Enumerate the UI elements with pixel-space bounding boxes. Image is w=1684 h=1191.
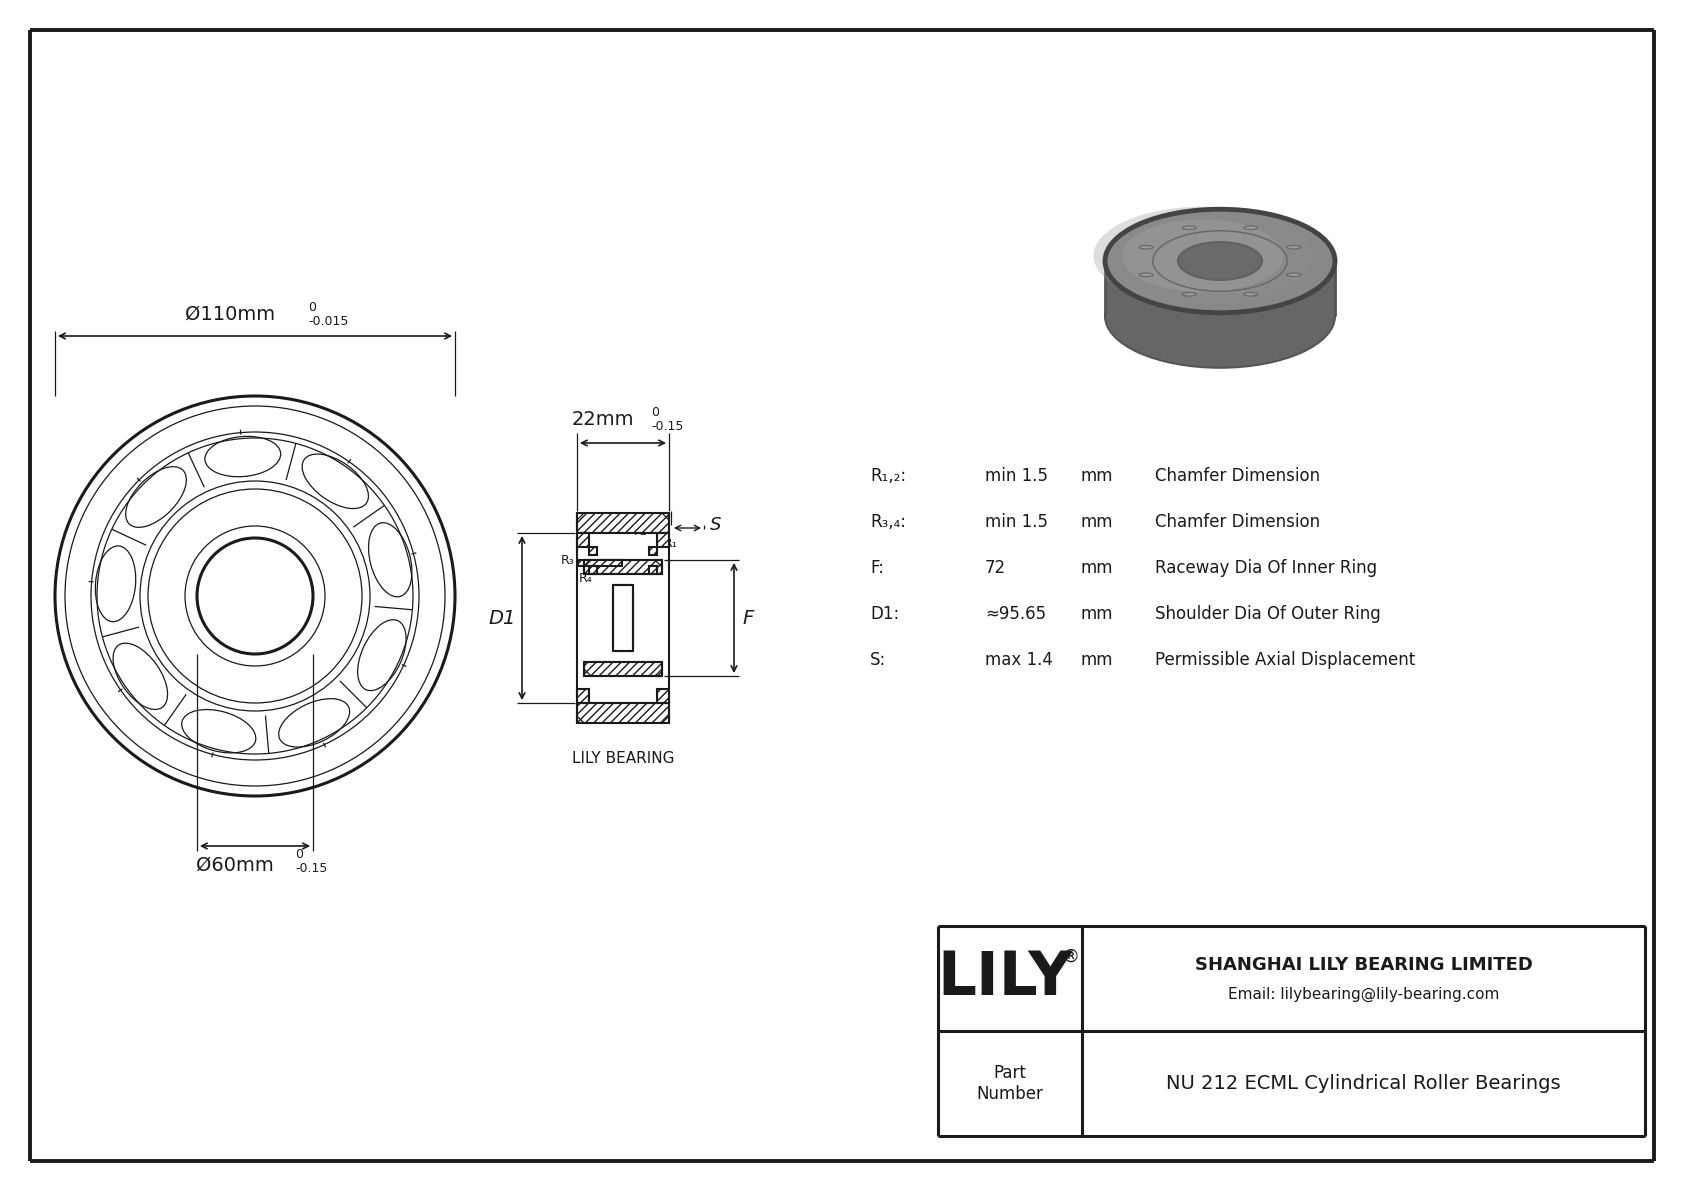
Ellipse shape (1182, 226, 1196, 230)
Text: R₁: R₁ (663, 537, 677, 550)
Text: Email: lilybearing@lily-bearing.com: Email: lilybearing@lily-bearing.com (1228, 987, 1499, 1002)
Bar (578, 513, 669, 534)
Bar (578, 690, 589, 703)
Text: Ø60mm: Ø60mm (195, 856, 274, 875)
Ellipse shape (1287, 245, 1302, 249)
Text: F: F (743, 609, 753, 628)
Ellipse shape (1105, 210, 1335, 313)
Text: ≈95.65: ≈95.65 (985, 605, 1046, 623)
Bar (657, 690, 669, 703)
Ellipse shape (1122, 219, 1283, 292)
Bar (578, 560, 621, 566)
Text: R₂: R₂ (635, 525, 648, 538)
Text: min 1.5: min 1.5 (985, 467, 1047, 485)
Ellipse shape (1243, 293, 1258, 297)
Text: Raceway Dia Of Inner Ring: Raceway Dia Of Inner Ring (1155, 559, 1378, 576)
Ellipse shape (1138, 273, 1154, 276)
Bar (648, 547, 657, 555)
Bar (613, 585, 633, 651)
Text: -0.015: -0.015 (308, 314, 349, 328)
Text: mm: mm (1079, 605, 1113, 623)
Text: D1:: D1: (871, 605, 899, 623)
Text: Ø110mm: Ø110mm (185, 305, 274, 324)
Text: mm: mm (1079, 559, 1113, 576)
Ellipse shape (1105, 264, 1335, 368)
Bar (584, 662, 662, 676)
Text: D1: D1 (488, 609, 515, 628)
Text: LILY: LILY (938, 949, 1073, 1008)
Text: F:: F: (871, 559, 884, 576)
Bar (648, 566, 657, 574)
Text: Chamfer Dimension: Chamfer Dimension (1155, 467, 1320, 485)
Bar (589, 566, 598, 574)
Ellipse shape (1287, 273, 1302, 276)
Bar (578, 703, 669, 723)
Text: Shoulder Dia Of Outer Ring: Shoulder Dia Of Outer Ring (1155, 605, 1381, 623)
Text: 0: 0 (308, 301, 317, 314)
Bar (657, 534, 669, 547)
Text: 22mm: 22mm (573, 410, 635, 429)
Text: Part
Number: Part Number (977, 1064, 1044, 1103)
Text: mm: mm (1079, 467, 1113, 485)
Text: min 1.5: min 1.5 (985, 513, 1047, 531)
Text: SHANGHAI LILY BEARING LIMITED: SHANGHAI LILY BEARING LIMITED (1194, 955, 1532, 973)
Text: mm: mm (1079, 513, 1113, 531)
Ellipse shape (1093, 207, 1312, 305)
Polygon shape (1105, 261, 1335, 316)
Text: R₃,₄:: R₃,₄: (871, 513, 906, 531)
Text: mm: mm (1079, 651, 1113, 669)
Text: S:: S: (871, 651, 886, 669)
Bar (584, 560, 662, 574)
Text: R₄: R₄ (579, 572, 593, 585)
Bar (578, 534, 589, 547)
Text: 72: 72 (985, 559, 1005, 576)
Text: Chamfer Dimension: Chamfer Dimension (1155, 513, 1320, 531)
Text: 0: 0 (295, 848, 303, 861)
Text: R₁,₂:: R₁,₂: (871, 467, 906, 485)
Text: S: S (711, 516, 721, 534)
Text: 0: 0 (652, 406, 658, 419)
Text: ®: ® (1063, 948, 1079, 966)
Ellipse shape (1138, 245, 1154, 249)
Text: R₃: R₃ (561, 554, 574, 567)
Text: LILY BEARING: LILY BEARING (573, 752, 674, 766)
Text: Permissible Axial Displacement: Permissible Axial Displacement (1155, 651, 1415, 669)
Text: max 1.4: max 1.4 (985, 651, 1052, 669)
Bar (589, 547, 598, 555)
Text: -0.15: -0.15 (295, 862, 327, 875)
Ellipse shape (1179, 242, 1261, 280)
Ellipse shape (1182, 293, 1196, 297)
Ellipse shape (1243, 226, 1258, 230)
Text: -0.15: -0.15 (652, 420, 684, 434)
Text: NU 212 ECML Cylindrical Roller Bearings: NU 212 ECML Cylindrical Roller Bearings (1167, 1074, 1561, 1093)
